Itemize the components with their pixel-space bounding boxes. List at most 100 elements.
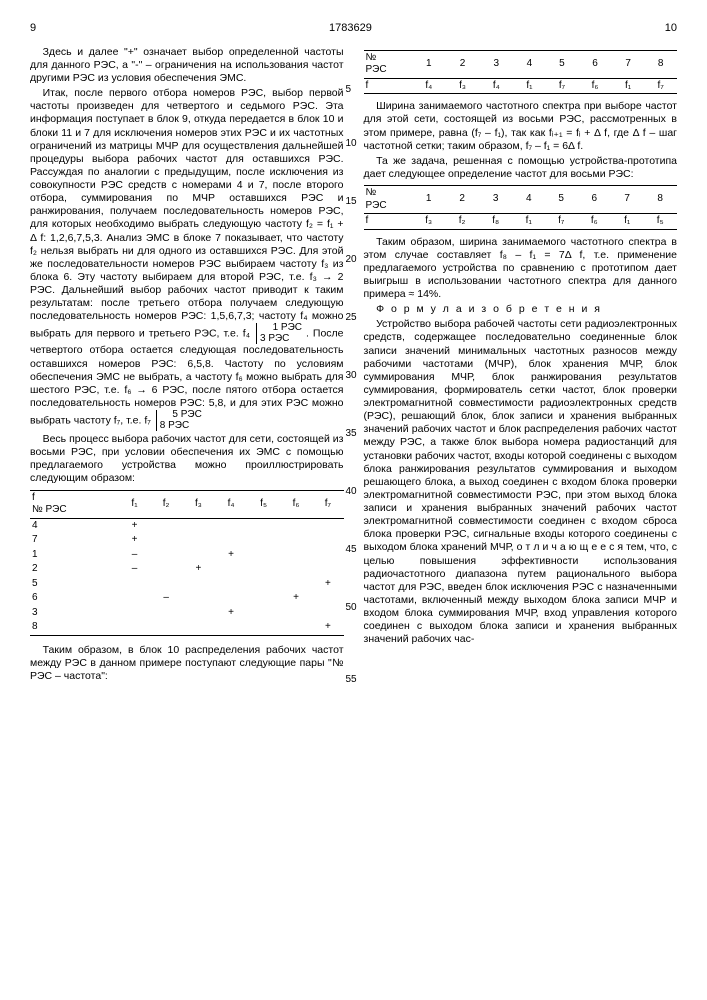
cell bbox=[312, 591, 343, 606]
cell: 1 bbox=[412, 50, 446, 78]
para: Итак, после первого отбора номеров РЭС, … bbox=[30, 87, 344, 431]
cell: – bbox=[119, 562, 150, 577]
cell: + bbox=[215, 548, 248, 563]
cell bbox=[150, 533, 182, 548]
cell bbox=[312, 518, 343, 533]
cell bbox=[215, 562, 248, 577]
para: Здесь и далее "+" означает выбор определ… bbox=[30, 46, 344, 85]
cell: 5 bbox=[546, 50, 579, 78]
cell bbox=[247, 533, 279, 548]
cell: 6 bbox=[577, 186, 611, 214]
cell bbox=[247, 606, 279, 621]
row-hdr: 3 bbox=[30, 606, 119, 621]
cell bbox=[150, 577, 182, 592]
col-hdr: f₆ bbox=[280, 490, 312, 518]
cell: 3 bbox=[479, 186, 513, 214]
cell bbox=[182, 606, 215, 621]
cell: f₈ bbox=[479, 214, 513, 230]
cell bbox=[247, 518, 279, 533]
cell bbox=[182, 620, 215, 635]
row-label: f bbox=[364, 78, 412, 94]
cell bbox=[312, 548, 343, 563]
cell: f₃ bbox=[446, 78, 480, 94]
row-label: № РЭС bbox=[364, 50, 412, 78]
cell bbox=[182, 591, 215, 606]
col-hdr: f₂ bbox=[150, 490, 182, 518]
cell bbox=[312, 562, 343, 577]
col-hdr: f₄ bbox=[215, 490, 248, 518]
cell: f₆ bbox=[577, 214, 611, 230]
cell: + bbox=[119, 533, 150, 548]
cell bbox=[280, 548, 312, 563]
line-num: 45 bbox=[346, 544, 357, 557]
cell: + bbox=[119, 518, 150, 533]
assignment-table-2: № РЭС 1 2 3 4 5 6 7 8 f f₃ f₂ f₈ f₁ f₇ bbox=[364, 185, 678, 230]
row-hdr: 7 bbox=[30, 533, 119, 548]
cell: 4 bbox=[513, 186, 545, 214]
cell: 5 bbox=[545, 186, 578, 214]
cell: f₆ bbox=[578, 78, 612, 94]
row-label: № РЭС bbox=[364, 186, 412, 214]
para: Таким образом, в блок 10 распределения р… bbox=[30, 644, 344, 683]
cell bbox=[280, 533, 312, 548]
claim-body: Устройство выбора рабочей частоты сети р… bbox=[364, 318, 678, 646]
cell bbox=[247, 577, 279, 592]
cell bbox=[215, 577, 248, 592]
line-num: 50 bbox=[346, 602, 357, 615]
cell bbox=[247, 562, 279, 577]
line-num: 55 bbox=[346, 674, 357, 687]
col-hdr: f₅ bbox=[247, 490, 279, 518]
right-column: № РЭС 1 2 3 4 5 6 7 8 f f₄ f₃ f₄ f₁ f₇ bbox=[364, 46, 678, 685]
para: Ширина занимаемого частотного спектра пр… bbox=[364, 100, 678, 153]
cell bbox=[150, 548, 182, 563]
cell bbox=[182, 533, 215, 548]
cell bbox=[119, 606, 150, 621]
left-column: Здесь и далее "+" означает выбор определ… bbox=[30, 46, 344, 685]
cell: f₅ bbox=[643, 214, 677, 230]
cell: f₁ bbox=[513, 78, 545, 94]
cell: + bbox=[312, 620, 343, 635]
page: 9 1783629 10 5 10 15 20 25 30 35 40 45 5… bbox=[0, 0, 707, 705]
branch: 1 РЭС 3 РЭС bbox=[256, 323, 302, 344]
patent-number: 1783629 bbox=[36, 22, 665, 36]
para: Таким образом, ширина занимаемого частот… bbox=[364, 236, 678, 302]
cell bbox=[150, 518, 182, 533]
col-hdr: f₃ bbox=[182, 490, 215, 518]
columns: 5 10 15 20 25 30 35 40 45 50 55 Здесь и … bbox=[30, 46, 677, 685]
cell: + bbox=[312, 577, 343, 592]
cell: – bbox=[150, 591, 182, 606]
cell bbox=[182, 577, 215, 592]
line-num: 10 bbox=[346, 138, 357, 151]
cell: 8 bbox=[643, 186, 677, 214]
cell bbox=[280, 562, 312, 577]
cell: f₁ bbox=[612, 78, 644, 94]
line-num: 35 bbox=[346, 428, 357, 441]
line-num: 40 bbox=[346, 486, 357, 499]
cell: f₃ bbox=[412, 214, 446, 230]
cell bbox=[182, 548, 215, 563]
cell bbox=[280, 620, 312, 635]
cell bbox=[280, 606, 312, 621]
cell: 6 bbox=[578, 50, 612, 78]
cell: f₄ bbox=[479, 78, 513, 94]
assignment-table-1: № РЭС 1 2 3 4 5 6 7 8 f f₄ f₃ f₄ f₁ f₇ bbox=[364, 50, 678, 95]
cell: f₇ bbox=[545, 214, 578, 230]
header-row: 9 1783629 10 bbox=[30, 22, 677, 36]
cell bbox=[280, 518, 312, 533]
row-hdr: 4 bbox=[30, 518, 119, 533]
row-hdr: 1 bbox=[30, 548, 119, 563]
cell: 1 bbox=[412, 186, 446, 214]
cell: 7 bbox=[611, 186, 643, 214]
cell: + bbox=[215, 606, 248, 621]
line-num: 25 bbox=[346, 312, 357, 325]
line-num: 5 bbox=[346, 84, 352, 97]
cell: – bbox=[119, 548, 150, 563]
cell: 3 bbox=[479, 50, 513, 78]
branch-opt: 8 РЭС bbox=[160, 420, 189, 431]
cell: + bbox=[280, 591, 312, 606]
para: Весь процесс выбора рабочих частот для с… bbox=[30, 433, 344, 486]
cell bbox=[247, 548, 279, 563]
cell: 2 bbox=[445, 186, 478, 214]
cell bbox=[119, 577, 150, 592]
row-hdr: 8 bbox=[30, 620, 119, 635]
